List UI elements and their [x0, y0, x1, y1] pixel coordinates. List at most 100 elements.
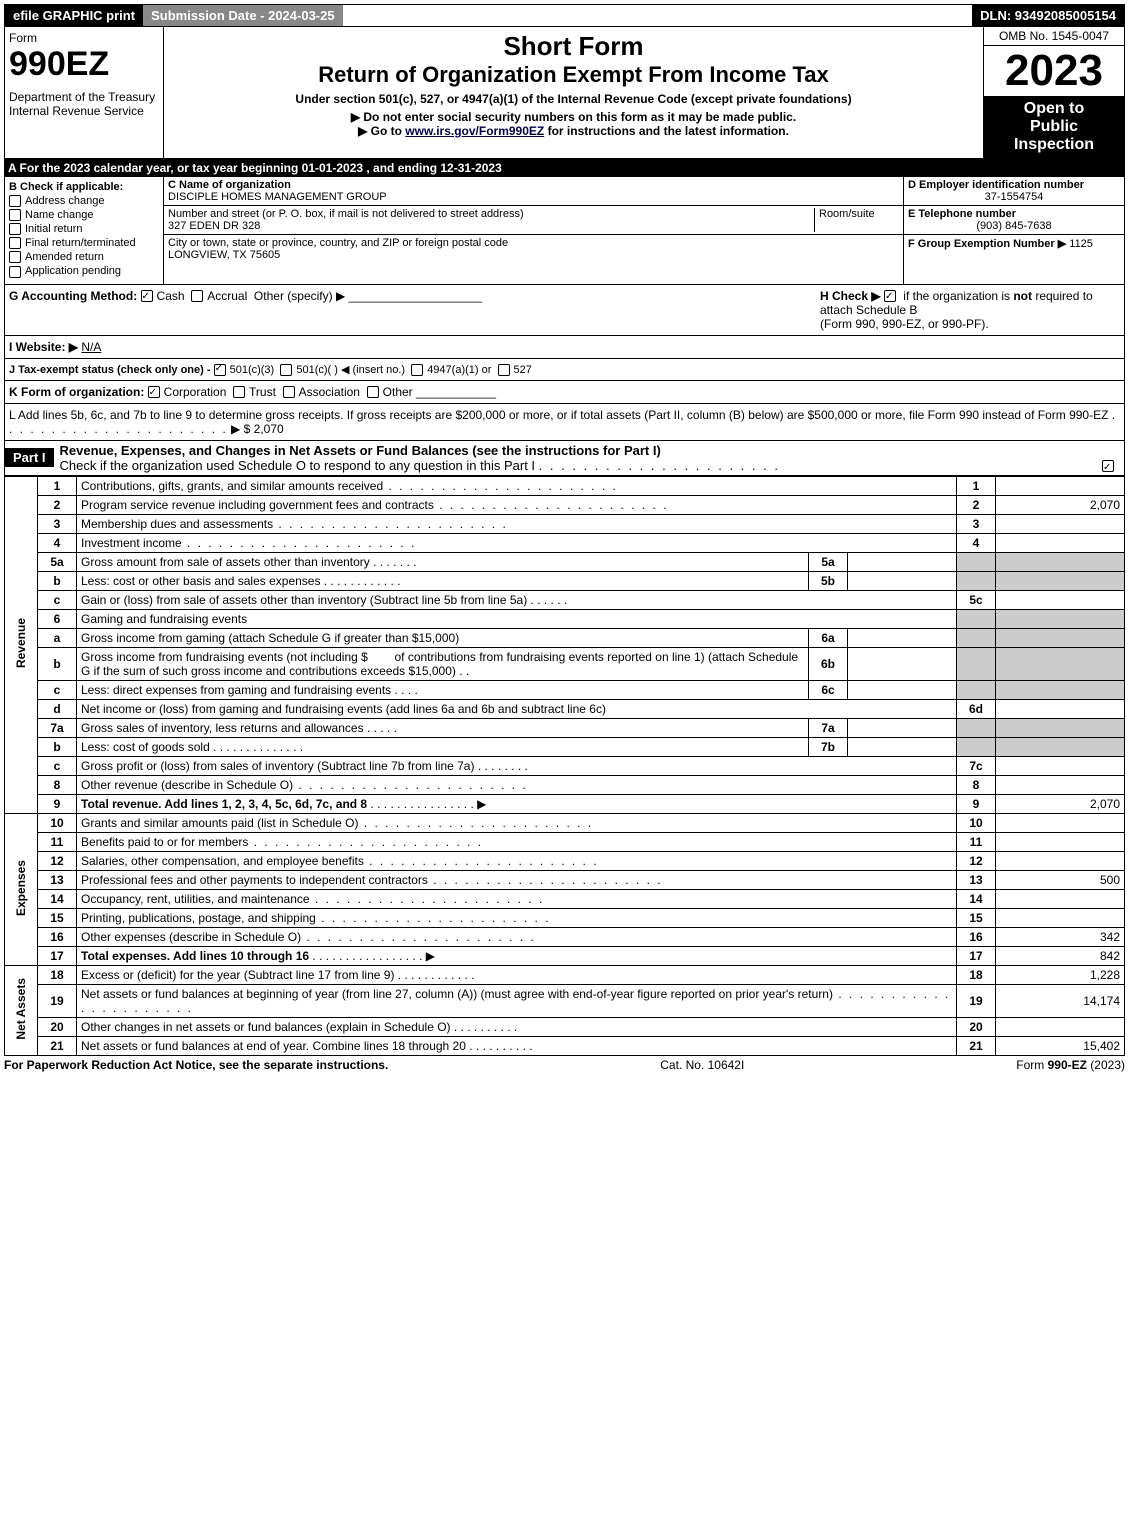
line-6d: dNet income or (loss) from gaming and fu…	[5, 699, 1125, 718]
form-number: 990EZ	[9, 45, 159, 84]
opt-address-change[interactable]: Address change	[9, 195, 159, 207]
k-label: K Form of organization:	[9, 385, 144, 399]
line-20: 20Other changes in net assets or fund ba…	[5, 1017, 1125, 1036]
ein-value: 37-1554754	[908, 191, 1120, 203]
j-527[interactable]	[498, 364, 510, 376]
ein-label: D Employer identification number	[908, 179, 1120, 191]
addr-value: 327 EDEN DR 328	[168, 220, 814, 232]
open-2: Public	[988, 118, 1120, 136]
col-d: D Employer identification number 37-1554…	[903, 177, 1124, 284]
l-arrow: ▶ $	[231, 422, 250, 436]
phone-block: E Telephone number (903) 845-7638	[904, 206, 1124, 235]
row-i: I Website: ▶ N/A	[4, 336, 1125, 359]
org-name-label: C Name of organization	[168, 179, 899, 191]
city-label: City or town, state or province, country…	[168, 237, 899, 249]
k-corp[interactable]	[148, 386, 160, 398]
opt-final-return[interactable]: Final return/terminated	[9, 237, 159, 249]
opt-amended[interactable]: Amended return	[9, 251, 159, 263]
open-1: Open to	[988, 100, 1120, 118]
opt-pending[interactable]: Application pending	[9, 265, 159, 277]
group-block: F Group Exemption Number ▶ 1125	[904, 235, 1124, 252]
line-7b: b Less: cost of goods sold . . . . . . .…	[5, 737, 1125, 756]
line-21: 21Net assets or fund balances at end of …	[5, 1036, 1125, 1055]
form-header: Form 990EZ Department of the Treasury In…	[4, 27, 1125, 159]
line-12: 12Salaries, other compensation, and empl…	[5, 851, 1125, 870]
k-assoc[interactable]	[283, 386, 295, 398]
g-cash-check[interactable]	[141, 290, 153, 302]
line-6a: a Gross income from gaming (attach Sched…	[5, 628, 1125, 647]
line-5c: cGain or (loss) from sale of assets othe…	[5, 590, 1125, 609]
row-g: G Accounting Method: Cash Accrual Other …	[9, 289, 482, 331]
footer-center: Cat. No. 10642I	[660, 1058, 744, 1072]
line-11: 11Benefits paid to or for members 11	[5, 832, 1125, 851]
topbar-spacer	[343, 5, 973, 26]
l-value: 2,070	[254, 422, 284, 436]
page-footer: For Paperwork Reduction Act Notice, see …	[4, 1056, 1125, 1074]
footer-right: Form 990-EZ (2023)	[1016, 1058, 1125, 1072]
row-gh: G Accounting Method: Cash Accrual Other …	[4, 285, 1125, 336]
j-501c[interactable]	[280, 364, 292, 376]
org-name-block: C Name of organization DISCIPLE HOMES MA…	[164, 177, 903, 206]
footer-left: For Paperwork Reduction Act Notice, see …	[4, 1058, 388, 1072]
submission-date: Submission Date - 2024-03-25	[143, 5, 343, 26]
irs-link[interactable]: www.irs.gov/Form990EZ	[405, 124, 544, 138]
form-label: Form	[9, 31, 159, 45]
header-right: OMB No. 1545-0047 2023 Open to Public In…	[983, 27, 1124, 158]
header-left: Form 990EZ Department of the Treasury In…	[5, 27, 164, 158]
opt-name-change[interactable]: Name change	[9, 209, 159, 221]
dln-label: DLN: 93492085005154	[972, 5, 1124, 26]
h-text2: (Form 990, 990-EZ, or 990-PF).	[820, 317, 989, 331]
phone-value: (903) 845-7638	[908, 220, 1120, 232]
tax-year: 2023	[984, 46, 1124, 96]
city-block: City or town, state or province, country…	[164, 235, 903, 263]
part1-check[interactable]	[1102, 460, 1114, 472]
line-13: 13Professional fees and other payments t…	[5, 870, 1125, 889]
col-b-title: B Check if applicable:	[9, 181, 159, 193]
line-17: 17Total expenses. Add lines 10 through 1…	[5, 946, 1125, 965]
line-9: 9Total revenue. Add lines 1, 2, 3, 4, 5c…	[5, 794, 1125, 813]
line-16: 16Other expenses (describe in Schedule O…	[5, 927, 1125, 946]
j-label: J Tax-exempt status (check only one) -	[9, 364, 211, 376]
group-value: 1125	[1069, 238, 1093, 250]
h-check[interactable]	[884, 290, 896, 302]
line-8: 8Other revenue (describe in Schedule O) …	[5, 775, 1125, 794]
row-j: J Tax-exempt status (check only one) - 5…	[4, 359, 1125, 381]
line-10: Expenses 10Grants and similar amounts pa…	[5, 813, 1125, 832]
phone-label: E Telephone number	[908, 208, 1120, 220]
org-name: DISCIPLE HOMES MANAGEMENT GROUP	[168, 191, 899, 203]
line-6c: c Less: direct expenses from gaming and …	[5, 680, 1125, 699]
part1-label: Part I	[5, 448, 54, 467]
header-center: Short Form Return of Organization Exempt…	[164, 27, 983, 158]
line-7c: cGross profit or (loss) from sales of in…	[5, 756, 1125, 775]
title-return: Return of Organization Exempt From Incom…	[168, 62, 979, 88]
ein-block: D Employer identification number 37-1554…	[904, 177, 1124, 206]
k-other[interactable]	[367, 386, 379, 398]
note-goto: ▶ Go to www.irs.gov/Form990EZ for instru…	[168, 124, 979, 138]
i-value: N/A	[81, 340, 101, 354]
city-value: LONGVIEW, TX 75605	[168, 249, 899, 261]
col-b: B Check if applicable: Address change Na…	[5, 177, 164, 284]
line-4: 4Investment income 4	[5, 533, 1125, 552]
line-7a: 7a Gross sales of inventory, less return…	[5, 718, 1125, 737]
i-label: I Website: ▶	[9, 340, 78, 354]
revenue-label: Revenue	[5, 476, 38, 813]
j-501c3[interactable]	[214, 364, 226, 376]
subtitle: Under section 501(c), 527, or 4947(a)(1)…	[168, 92, 979, 106]
room-label: Room/suite	[814, 208, 899, 232]
l-text: L Add lines 5b, 6c, and 7b to line 9 to …	[9, 408, 1108, 422]
row-a: A For the 2023 calendar year, or tax yea…	[4, 159, 1125, 177]
col-c: C Name of organization DISCIPLE HOMES MA…	[164, 177, 903, 284]
dept-irs: Internal Revenue Service	[9, 104, 159, 118]
k-trust[interactable]	[233, 386, 245, 398]
addr-label: Number and street (or P. O. box, if mail…	[168, 208, 814, 220]
line-18: Net Assets 18Excess or (deficit) for the…	[5, 965, 1125, 984]
line-5a: 5a Gross amount from sale of assets othe…	[5, 552, 1125, 571]
line-19: 19Net assets or fund balances at beginni…	[5, 984, 1125, 1017]
opt-initial-return[interactable]: Initial return	[9, 223, 159, 235]
j-4947[interactable]	[411, 364, 423, 376]
line-15: 15Printing, publications, postage, and s…	[5, 908, 1125, 927]
g-accrual-check[interactable]	[191, 290, 203, 302]
efile-label[interactable]: efile GRAPHIC print	[5, 5, 143, 26]
group-label: F Group Exemption Number ▶	[908, 238, 1066, 250]
row-h: H Check ▶ if the organization is not req…	[820, 289, 1120, 331]
